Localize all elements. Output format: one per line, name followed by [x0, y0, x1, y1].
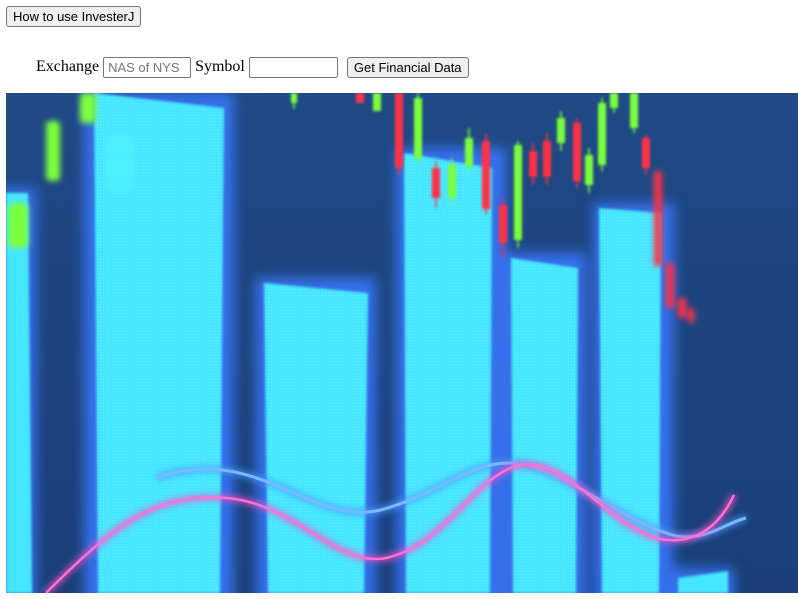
how-to-use-button[interactable]: How to use InvesterJ	[6, 6, 142, 27]
symbol-input[interactable]	[248, 56, 338, 78]
exchange-input[interactable]	[103, 56, 192, 78]
get-financial-data-button[interactable]: Get Financial Data	[346, 56, 469, 78]
symbol-label: Symbol	[195, 58, 245, 75]
financial-data-form: Exchange Symbol Get Financial Data	[36, 56, 469, 78]
exchange-label: Exchange	[36, 58, 100, 75]
stock-chart-hero-image	[6, 93, 798, 593]
